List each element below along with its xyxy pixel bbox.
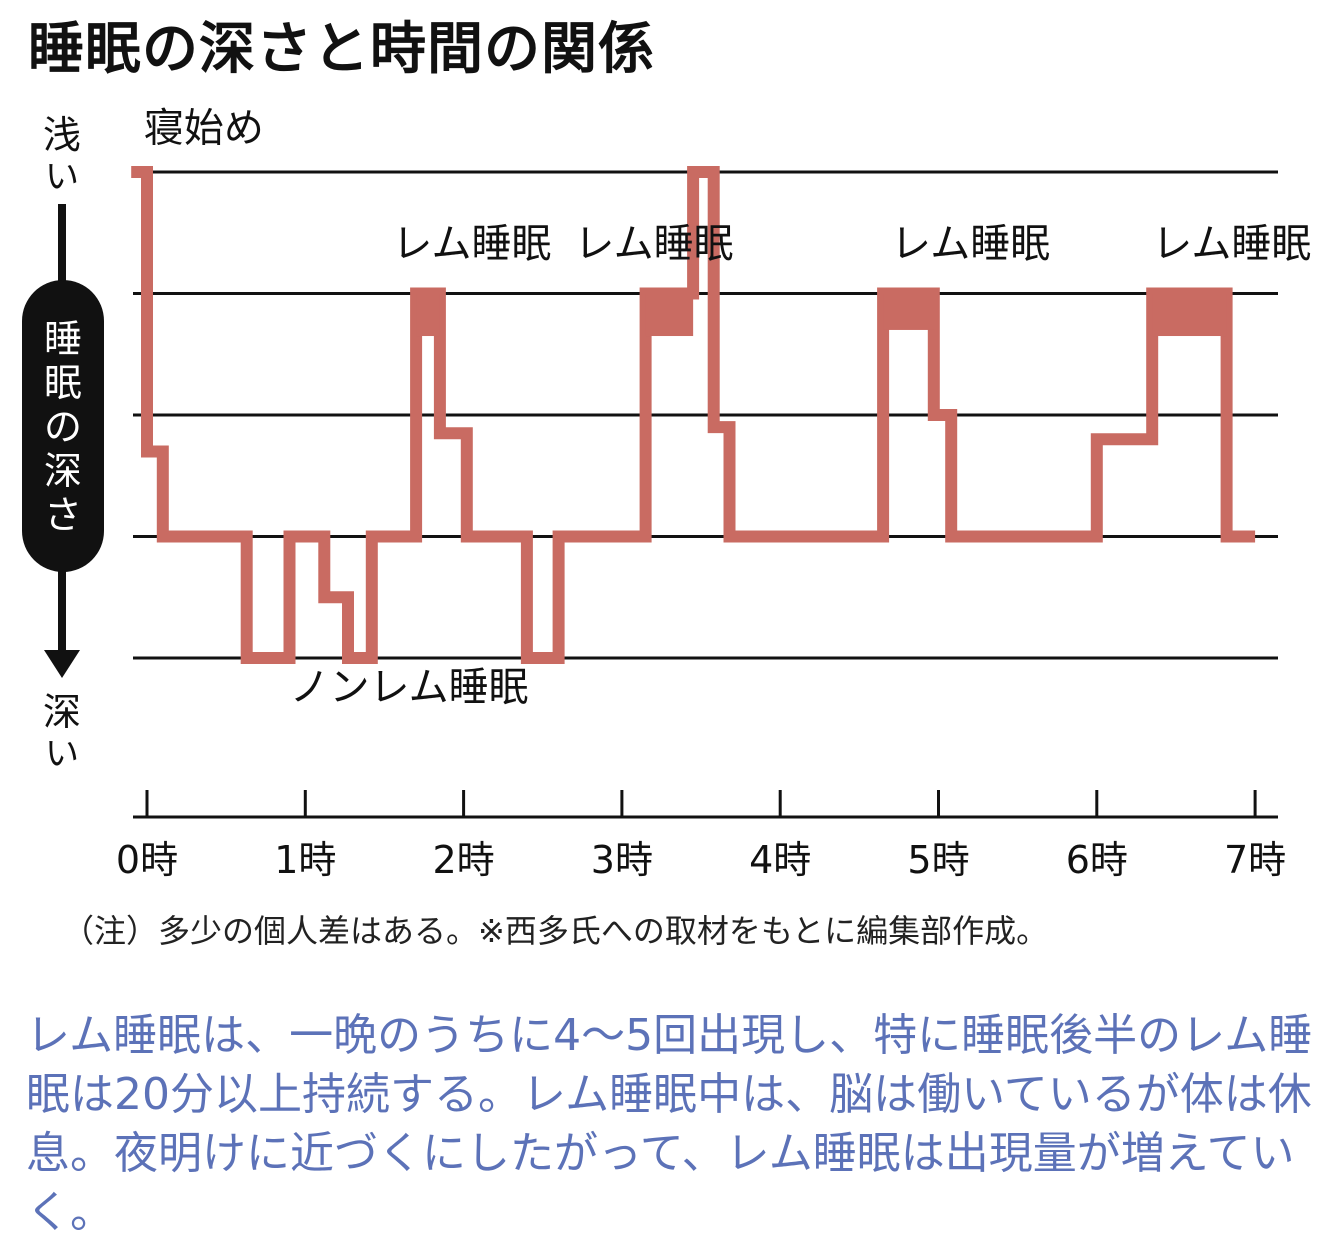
annotation-label: ノンレム睡眠 [289, 665, 528, 711]
x-tick-label: 1時 [274, 838, 336, 882]
y-axis-title-char: 深 [44, 449, 82, 493]
rem-block [1152, 293, 1227, 337]
annotation-label: レム睡眠 [574, 221, 733, 267]
annotation-label: レム睡眠 [392, 221, 551, 267]
annotation-label: レム睡眠 [1152, 221, 1311, 267]
x-tick-label: 4時 [749, 838, 811, 882]
annotation-label: レム睡眠 [891, 221, 1050, 267]
x-axis: 0時 1時 2時 3時 4時 5時 6時 7時 [116, 790, 1286, 882]
y-axis-title-char: 睡 [44, 317, 82, 361]
ylabel-bottom-char: 深 [43, 690, 81, 734]
ylabel-top-char: 浅 [43, 113, 81, 157]
ylabel-top-char: い [45, 157, 79, 197]
x-tick-label: 6時 [1066, 838, 1128, 882]
rem-block [416, 293, 440, 337]
ylabel-bottom-char: い [45, 734, 79, 774]
y-axis-title-pill [22, 280, 104, 572]
start-label: 寝始め [144, 106, 264, 152]
x-tick-label: 5時 [907, 838, 969, 882]
page-title: 睡眠の深さと時間の関係 [28, 17, 655, 82]
x-tick-label: 2時 [433, 838, 495, 882]
x-tick-label: 0時 [116, 838, 178, 882]
description-text: レム睡眠は、一晩のうちに4～5回出現し、特に睡眠後半のレム睡眠は20分以上持続す… [26, 1010, 1313, 1238]
arrow-down-icon [44, 650, 80, 678]
x-tick-label: 3時 [591, 838, 653, 882]
chart-note: （注）多少の個人差はある。※西多氏への取材をもとに編集部作成。 [62, 912, 1049, 950]
x-tick-label: 7時 [1224, 838, 1286, 882]
sleep-depth-line [131, 166, 1256, 664]
rem-block [883, 293, 934, 330]
series-group [131, 166, 1256, 664]
y-axis-title-char: 眠 [44, 361, 82, 405]
y-axis-title-char: の [44, 405, 82, 449]
rem-block [645, 293, 694, 337]
y-axis-title-char: さ [44, 493, 82, 537]
